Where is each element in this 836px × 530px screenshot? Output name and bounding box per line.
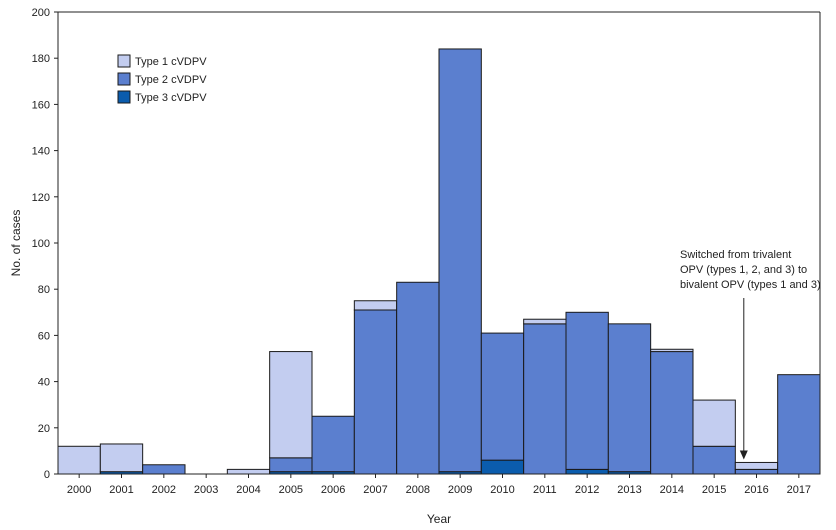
bar-2006-type-2-cvdpv [311, 415, 355, 473]
bar-2016-type-1-cvdpv [734, 461, 779, 470]
y-tick-label: 0 [44, 469, 50, 481]
x-tick-label: 2006 [321, 484, 345, 496]
bar-2011-type-2-cvdpv [523, 323, 567, 475]
x-tick-label: 2014 [660, 484, 684, 496]
bar-2015-type-1-cvdpv [692, 399, 736, 447]
legend: Type 1 cVDPV Type 2 cVDPV Type 3 cVDPV [117, 54, 207, 104]
x-axis-title: Year [427, 512, 451, 526]
x-tick-label: 2007 [363, 484, 387, 496]
y-tick-label: 160 [32, 99, 50, 111]
x-tick-label: 2015 [702, 484, 726, 496]
annotation-line: bivalent OPV (types 1 and 3) [680, 279, 821, 291]
y-tick-label: 180 [32, 53, 50, 65]
bar-2002-type-2-cvdpv [142, 464, 186, 475]
x-tick-label: 2008 [406, 484, 430, 496]
bar-2011-type-1-cvdpv [523, 318, 567, 325]
legend-label: Type 1 cVDPV [135, 56, 207, 68]
y-tick-label: 20 [38, 423, 50, 435]
bar-2005-type-1-cvdpv [269, 351, 313, 459]
annotation-line: Switched from trivalent [680, 249, 791, 261]
y-tick-label: 120 [32, 192, 50, 204]
y-tick-label: 60 [38, 330, 50, 342]
annotation-switch-opv: Switched from trivalent OPV (types 1, 2, … [680, 249, 821, 460]
bar-2004-type-1-cvdpv [226, 468, 271, 475]
x-tick-label: 2003 [194, 484, 218, 496]
x-tick-label: 2002 [152, 484, 176, 496]
x-tick-label: 2011 [533, 484, 557, 496]
bar-2007-type-2-cvdpv [353, 309, 398, 475]
bar-2005-type-2-cvdpv [269, 457, 313, 473]
bar-2010-type-3-cvdpv [480, 459, 525, 475]
y-tick-label: 100 [32, 238, 50, 250]
y-tick-label: 80 [38, 284, 50, 296]
bar-2008-type-2-cvdpv [396, 281, 440, 475]
x-tick-label: 2013 [617, 484, 641, 496]
x-tick-label: 2016 [744, 484, 768, 496]
legend-swatch-type-3-cvdpv [117, 90, 131, 104]
bar-2009-type-2-cvdpv [438, 48, 482, 473]
bar-2013-type-2-cvdpv [607, 323, 652, 473]
y-tick-label: 40 [38, 377, 50, 389]
bar-2014-type-1-cvdpv [650, 348, 694, 353]
bar-2016-type-2-cvdpv [734, 468, 779, 475]
bar-2012-type-3-cvdpv [565, 468, 609, 475]
x-tick-label: 2000 [67, 484, 91, 496]
bar-2012-type-2-cvdpv [565, 311, 609, 470]
x-tick-label: 2012 [575, 484, 599, 496]
bar-2007-type-1-cvdpv [353, 300, 398, 311]
x-ticks-group: 2000 2001 2002 2003 2004 2005 2006 2007 2008 2009… [67, 474, 811, 496]
legend-swatch-type-2-cvdpv [117, 72, 131, 86]
y-axis-title: No. of cases [9, 210, 23, 277]
y-ticks-group: 0 20 40 60 80 100 120 140 160 180 200 [32, 7, 58, 481]
x-tick-label: 2001 [109, 484, 133, 496]
bar-2015-type-2-cvdpv [692, 445, 736, 475]
bar-2000-type-1-cvdpv [57, 445, 101, 475]
bar-2001-type-1-cvdpv [99, 443, 144, 473]
x-tick-label: 2010 [490, 484, 514, 496]
x-tick-label: 2017 [787, 484, 811, 496]
bar-2010-type-2-cvdpv [480, 332, 525, 461]
x-tick-label: 2009 [448, 484, 472, 496]
annotation-arrow-head [739, 450, 748, 460]
legend-swatch-type-1-cvdpv [117, 54, 131, 68]
legend-label: Type 2 cVDPV [135, 74, 207, 86]
bar-2017-type-2-cvdpv [777, 374, 821, 475]
annotation-line: OPV (types 1, 2, and 3) to [680, 264, 807, 276]
y-tick-label: 140 [32, 146, 50, 158]
bars-group [57, 48, 821, 475]
y-tick-label: 200 [32, 7, 50, 19]
x-tick-label: 2005 [279, 484, 303, 496]
x-tick-label: 2004 [236, 484, 260, 496]
bar-2014-type-2-cvdpv [650, 351, 694, 475]
legend-label: Type 3 cVDPV [135, 92, 207, 104]
